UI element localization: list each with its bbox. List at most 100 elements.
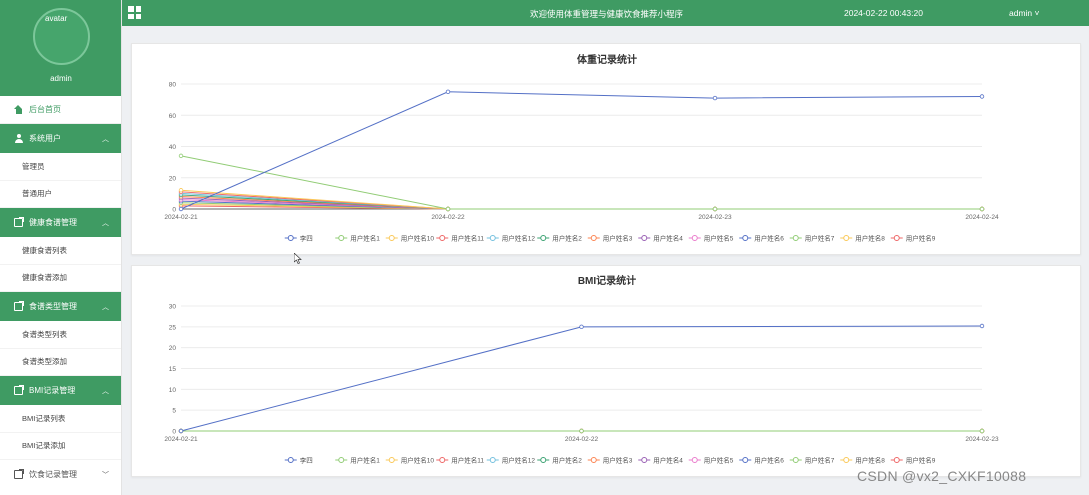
legend-marker <box>489 235 496 241</box>
legend-marker <box>843 235 850 241</box>
y-tick-label: 0 <box>172 207 176 214</box>
legend-item[interactable]: 用户姓名1 <box>335 234 380 243</box>
profile-username: admin <box>50 74 72 83</box>
legend-item[interactable]: 用户姓名6 <box>739 234 784 243</box>
legend-label: 用户姓名12 <box>502 456 536 465</box>
legend-label: 用户姓名11 <box>451 456 484 465</box>
legend-label: 用户姓名1 <box>350 234 380 243</box>
legend-item[interactable]: 用户姓名9 <box>890 456 936 465</box>
menu-home-label: 后台首页 <box>29 105 61 114</box>
y-tick-label: 0 <box>172 429 176 436</box>
menu-item-recipe-type-list[interactable]: 食谱类型列表 <box>0 321 121 349</box>
legend-item[interactable]: 用户姓名12 <box>486 456 536 465</box>
legend-label: 用户姓名2 <box>552 456 582 465</box>
legend-item[interactable]: 用户姓名9 <box>890 234 936 243</box>
menu-group-recipes[interactable]: 健康食谱管理 ︿ <box>0 208 121 237</box>
legend-marker <box>388 457 395 463</box>
legend-item[interactable]: 用户姓名5 <box>688 234 734 243</box>
legend-item[interactable]: 用户姓名3 <box>587 234 633 243</box>
x-tick-label: 2024-02-24 <box>965 214 999 221</box>
mouse-cursor-icon <box>294 253 302 264</box>
data-point <box>445 89 451 95</box>
series-line <box>180 325 983 432</box>
data-point <box>178 153 184 159</box>
legend-item[interactable]: 李四 <box>284 234 313 243</box>
legend-item[interactable]: 用户姓名2 <box>537 456 582 465</box>
menu-group-system-users[interactable]: 系统用户 ︿ <box>0 124 121 153</box>
data-point <box>712 206 718 212</box>
data-point <box>579 324 584 330</box>
header-user-menu[interactable]: admin ˅ <box>1009 8 1039 18</box>
legend-marker <box>893 457 900 463</box>
menu-item-home[interactable]: 后台首页 <box>0 96 121 124</box>
menu-toggle-icon[interactable] <box>128 6 141 19</box>
x-tick-label: 2024-02-22 <box>431 214 465 221</box>
series-line <box>180 91 983 210</box>
data-point <box>178 188 184 193</box>
legend-item[interactable]: 用户姓名5 <box>688 456 734 465</box>
legend-label: 用户姓名12 <box>502 234 536 243</box>
legend-marker <box>691 235 698 241</box>
data-point <box>979 323 985 329</box>
legend-item[interactable]: 用户姓名2 <box>537 234 582 243</box>
legend-item[interactable]: 用户姓名3 <box>587 456 633 465</box>
legend-item[interactable]: 用户姓名7 <box>789 234 835 243</box>
legend-label: 用户姓名6 <box>754 234 784 243</box>
legend-item[interactable]: 用户姓名1 <box>335 456 380 465</box>
legend-item[interactable]: 用户姓名10 <box>385 456 435 465</box>
menu-group-diet-records[interactable]: 饮食记录管理 ﹀ <box>0 460 121 489</box>
legend-item[interactable]: 用户姓名6 <box>739 456 784 465</box>
legend-label: 用户姓名9 <box>906 456 936 465</box>
menu-item-label: 普通用户 <box>22 189 52 199</box>
y-tick-label: 15 <box>169 366 177 373</box>
menu-item-label: 健康食谱列表 <box>22 245 67 255</box>
legend-marker <box>843 457 850 463</box>
legend-item[interactable]: 用户姓名8 <box>840 456 885 465</box>
menu-item-admins[interactable]: 管理员 <box>0 153 121 181</box>
weight-chart-card: 体重记录统计 0 20 40 60 80 2024-02-21 2024-02-22 2024-… <box>131 43 1081 255</box>
legend-item[interactable]: 李四 <box>284 456 313 465</box>
x-tick-label: 2024-02-21 <box>164 436 198 443</box>
legend-marker <box>641 457 648 463</box>
menu-item-recipe-add[interactable]: 健康食谱添加 <box>0 265 121 292</box>
legend-marker <box>893 235 900 241</box>
y-tick-label: 5 <box>172 408 176 415</box>
menu-group-recipe-types[interactable]: 食谱类型管理 ︿ <box>0 292 121 321</box>
header-username: admin <box>1009 8 1033 18</box>
legend-label: 用户姓名2 <box>552 234 582 243</box>
legend-label: 用户姓名7 <box>805 456 835 465</box>
menu-item-normal-users[interactable]: 普通用户 <box>0 181 121 208</box>
legend-item[interactable]: 用户姓名4 <box>638 456 683 465</box>
y-tick-label: 10 <box>169 387 177 394</box>
legend-item[interactable]: 用户姓名8 <box>840 234 885 243</box>
legend-item[interactable]: 用户姓名4 <box>638 234 683 243</box>
legend-item[interactable]: 用户姓名11 <box>436 456 484 465</box>
legend-item[interactable]: 用户姓名7 <box>789 456 835 465</box>
avatar[interactable]: avatar <box>33 8 90 65</box>
doc-icon <box>14 469 24 479</box>
data-point <box>712 95 718 101</box>
doc-icon <box>14 385 24 395</box>
menu-item-bmi-list[interactable]: BMI记录列表 <box>0 405 121 433</box>
legend-label: 李四 <box>300 234 313 243</box>
legend-label: 用户姓名1 <box>350 456 380 465</box>
legend-marker <box>439 235 446 241</box>
watermark: CSDN @vx2_CXKF10088 <box>857 468 1027 484</box>
menu-group-bmi[interactable]: BMI记录管理 ︿ <box>0 376 121 405</box>
legend-item[interactable]: 用户姓名11 <box>436 234 484 243</box>
chart-title: BMI记录统计 <box>578 274 636 287</box>
bmi-line-chart: BMI记录统计 0 5 10 15 20 25 30 2024-02-21 2024-02-22 2… <box>164 274 999 465</box>
menu-item-recipe-type-add[interactable]: 食谱类型添加 <box>0 349 121 376</box>
y-tick-label: 25 <box>169 324 177 331</box>
legend-label: 用户姓名10 <box>401 234 435 243</box>
menu-item-recipe-list[interactable]: 健康食谱列表 <box>0 237 121 265</box>
chevron-up-icon: ︿ <box>102 136 109 143</box>
legend-label: 用户姓名10 <box>401 456 435 465</box>
legend-label: 用户姓名7 <box>805 234 835 243</box>
legend-item[interactable]: 用户姓名12 <box>486 234 536 243</box>
y-tick-label: 80 <box>169 82 177 89</box>
data-point <box>178 206 184 212</box>
legend-item[interactable]: 用户姓名10 <box>385 234 435 243</box>
menu-item-bmi-add[interactable]: BMI记录添加 <box>0 433 121 460</box>
y-tick-label: 20 <box>169 175 177 182</box>
